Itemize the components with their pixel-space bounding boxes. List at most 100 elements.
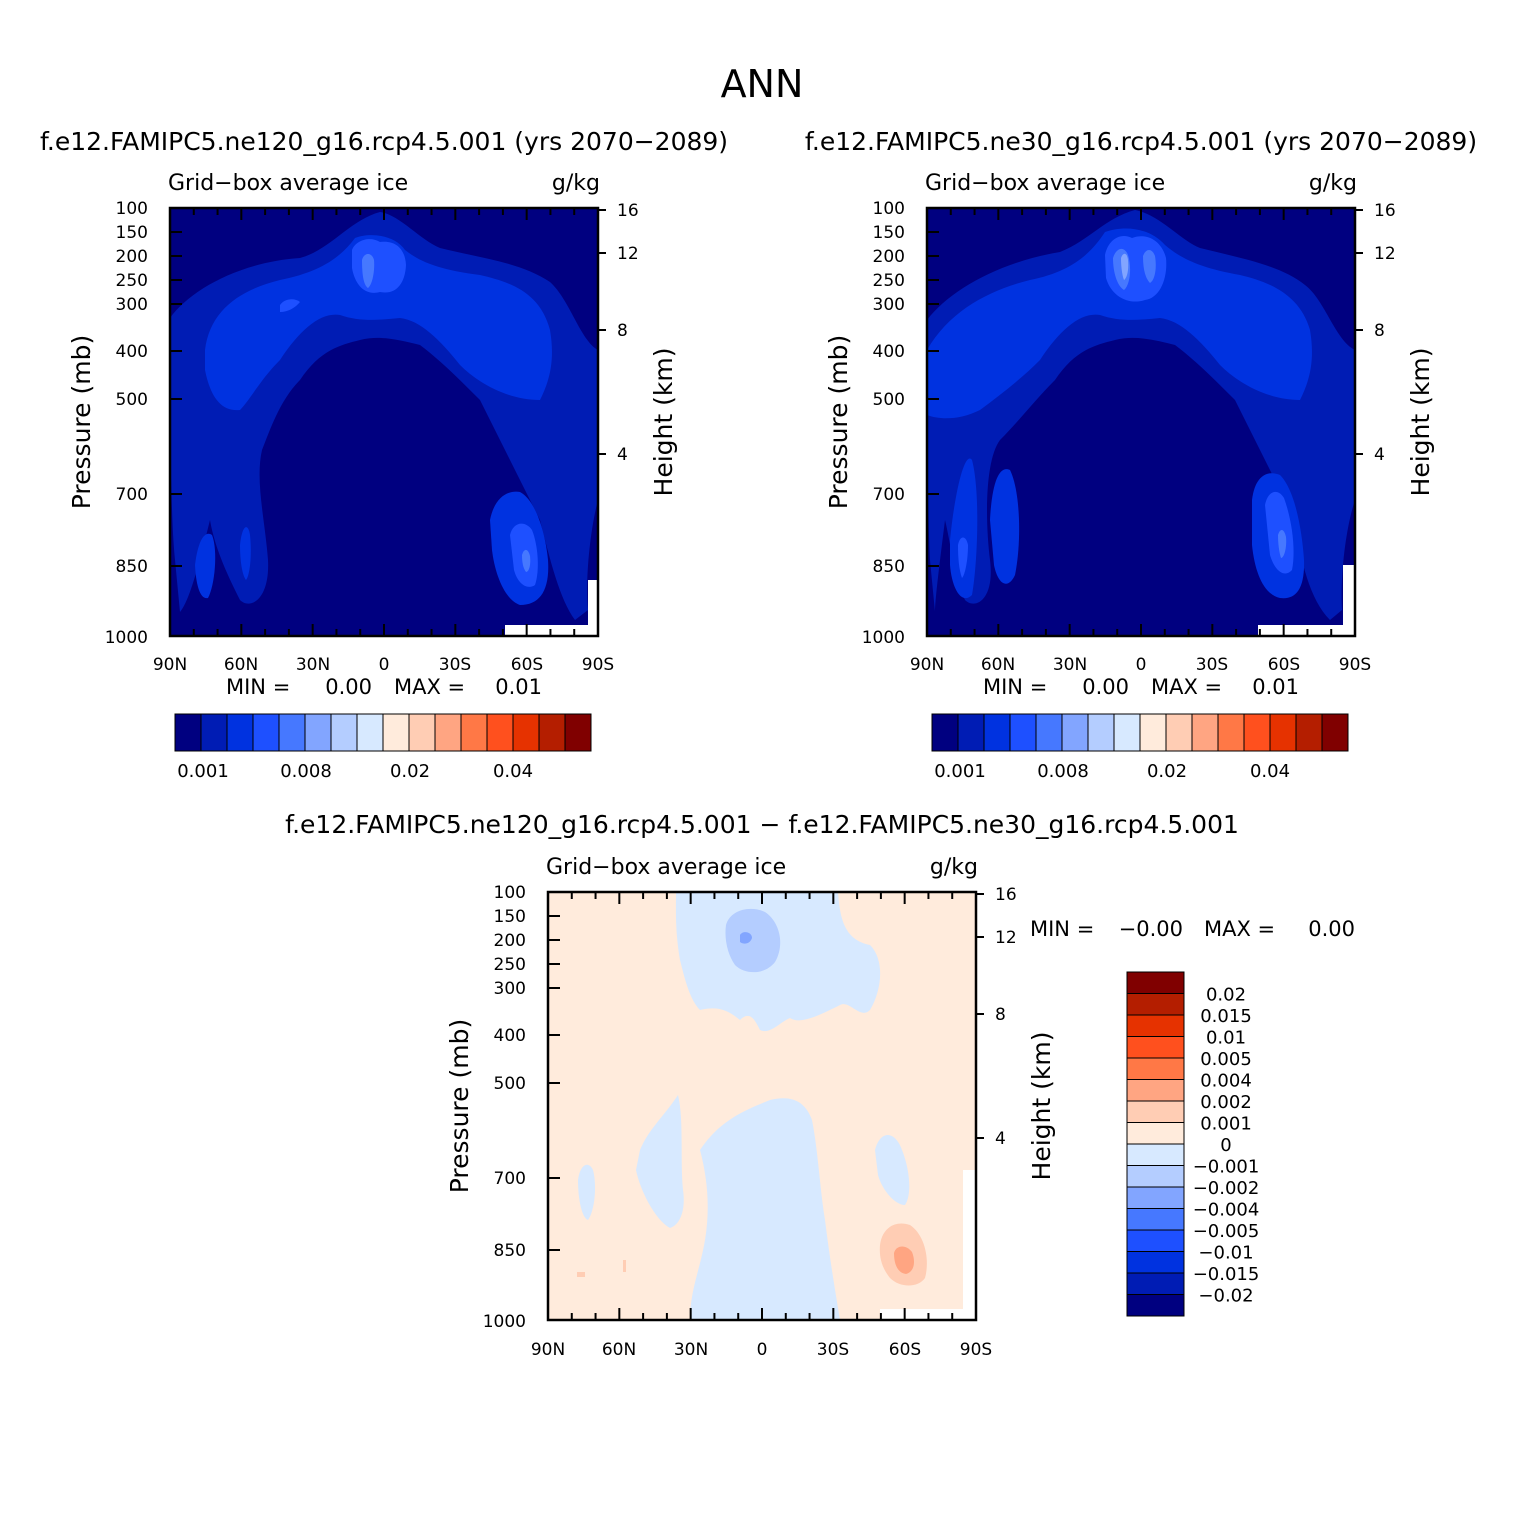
positive-spot [623,1260,626,1272]
colorbar-swatch [1139,713,1167,752]
max-value: 0.01 [1252,675,1299,699]
missing-data-region [505,625,598,636]
min-label: MIN = [983,675,1047,699]
colorbar-label: 0 [1220,1135,1231,1156]
y2-tick-label: 8 [995,1005,1006,1025]
panel-3-contour-field [548,892,976,1320]
y-tick-label: 300 [494,979,526,999]
contour-level-5 [1121,253,1129,280]
y-tick-label: 850 [116,557,148,577]
panel-3-colorbar [1126,971,1185,1317]
x-tick-label: 0 [1136,655,1147,675]
y-axis-label: Pressure (mb) [67,335,96,509]
colorbar-swatch [1269,713,1297,752]
y-tick-label: 400 [873,342,905,362]
colorbar-swatch [564,713,592,752]
colorbar-label: 0.008 [1037,761,1089,782]
colorbar-swatch [382,713,410,752]
colorbar-swatch [1113,713,1141,752]
colorbar-label: 0.02 [1147,761,1187,782]
colorbar-swatch [1321,713,1349,752]
contour-level-2d [990,469,1020,584]
panel-2-stats: MIN = 0.00 MAX = 0.01 [983,675,1299,699]
panel-2: f.e12.FAMIPC5.ne30_g16.rcp4.5.001 (yrs 2… [805,127,1477,782]
colorbar-swatch [174,713,202,752]
panel-1-colorbar [174,713,592,752]
colorbar-swatch [1126,1186,1185,1209]
y2-axis-label: Height (km) [649,348,678,497]
min-label: MIN = [1030,917,1094,941]
y2-axis-label: Height (km) [1406,348,1435,497]
y-tick-label: 100 [873,199,905,219]
panel-3-axes: 90N 60N 30N 0 30S 60S 90S 100 150 200 25… [445,883,1056,1360]
colorbar-swatch [304,713,332,752]
min-value: 0.00 [1082,675,1129,699]
colorbar-swatch [983,713,1011,752]
contour-level-2 [927,228,1312,419]
colorbar-label: 0.001 [177,761,229,782]
y-tick-label: 250 [494,955,526,975]
min-value: 0.00 [325,675,372,699]
colorbar-swatch [200,713,228,752]
y2-tick-label: 12 [1374,244,1396,264]
y-tick-label: 150 [494,907,526,927]
panel-1: f.e12.FAMIPC5.ne120_g16.rcp4.5.001 (yrs … [40,127,728,782]
contour-level-4b [1143,250,1156,283]
colorbar-swatch [1126,1272,1185,1295]
max-label: MAX = [394,675,465,699]
panel-3: f.e12.FAMIPC5.ne120_g16.rcp4.5.001 − f.e… [285,810,1355,1360]
panel-2-axes: 90N 60N 30N 0 30S 60S 90S 100 150 200 25… [824,199,1435,675]
y-tick-label: 150 [873,223,905,243]
panel-2-contour-field [927,208,1355,636]
contour-level-2 [205,235,552,411]
colorbar-label: 0.002 [1200,1092,1252,1113]
y-tick-label: 100 [494,883,526,903]
main-title: ANN [721,62,804,106]
colorbar-swatch [252,713,280,752]
contour-level-2d [240,527,251,580]
y-tick-label: 850 [494,1241,526,1261]
y-tick-label: 400 [494,1026,526,1046]
y-tick-label: 200 [873,247,905,267]
colorbar-label: −0.002 [1193,1178,1260,1199]
x-tick-label: 30S [1196,655,1228,675]
colorbar-swatch [408,713,436,752]
y-tick-label: 700 [116,485,148,505]
colorbar-swatch [1126,1165,1185,1188]
positive-spot [577,1272,585,1277]
colorbar-swatch [1126,1014,1185,1037]
y2-tick-label: 16 [995,885,1017,905]
missing-data-region-edge [588,580,598,636]
y2-tick-label: 16 [617,201,639,221]
y-tick-label: 100 [116,199,148,219]
y-tick-label: 850 [873,557,905,577]
colorbar-swatch [931,713,959,752]
colorbar-swatch [1087,713,1115,752]
colorbar-swatch [1126,1229,1185,1252]
colorbar-swatch [1035,713,1063,752]
max-label: MAX = [1204,917,1275,941]
x-tick-label: 60N [981,655,1015,675]
colorbar-label: −0.015 [1193,1264,1260,1285]
negative-level-1c [690,1098,840,1320]
max-value: 0.01 [495,675,542,699]
y-axis-label: Pressure (mb) [445,1019,474,1193]
x-tick-label: 30N [674,1340,708,1360]
colorbar-label: −0.005 [1193,1221,1260,1242]
y2-tick-label: 16 [1374,201,1396,221]
x-tick-label: 30S [817,1340,849,1360]
y2-tick-label: 12 [995,928,1017,948]
max-value: 0.00 [1308,917,1355,941]
colorbar-swatch [1126,971,1185,994]
y2-tick-label: 4 [617,445,628,465]
colorbar-label: −0.02 [1198,1286,1253,1307]
x-tick-label: 90N [531,1340,565,1360]
colorbar-swatch [1126,993,1185,1016]
x-tick-label: 0 [379,655,390,675]
colorbar-swatch [330,713,358,752]
x-tick-label: 30N [296,655,330,675]
colorbar-swatch [512,713,540,752]
x-tick-label: 60S [889,1340,921,1360]
missing-data-region-edge [1343,565,1355,636]
y-tick-label: 1000 [862,628,905,648]
